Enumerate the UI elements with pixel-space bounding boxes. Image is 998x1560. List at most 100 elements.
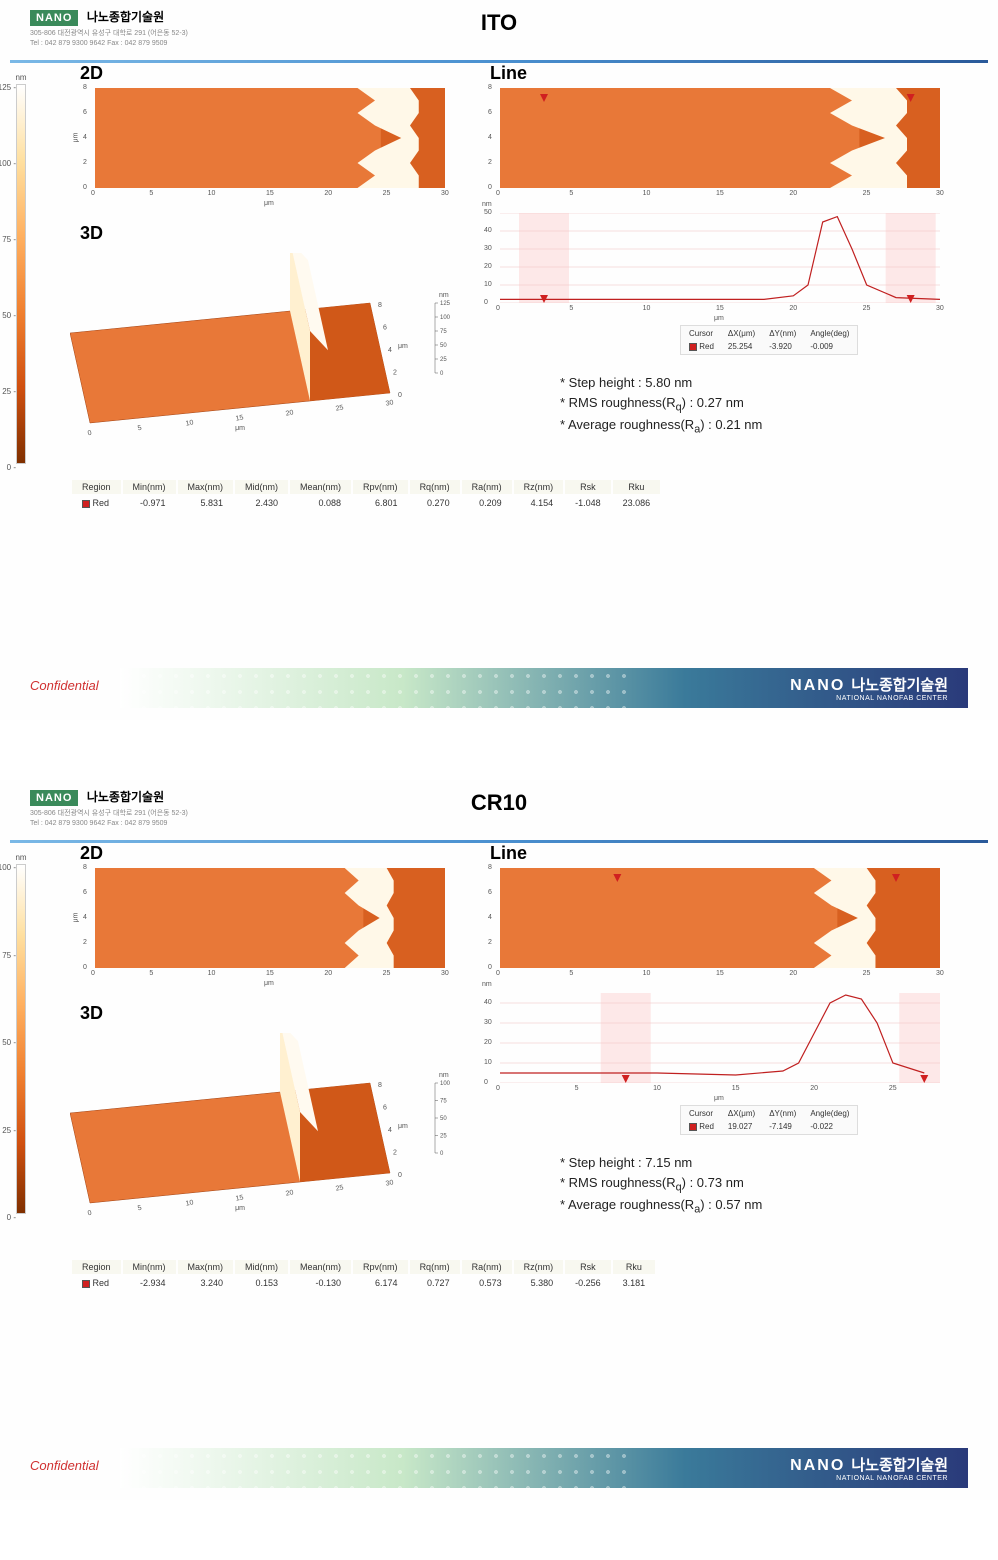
line-scan-container	[500, 88, 940, 193]
address-line-2: Tel : 042 879 9300 9642 Fax : 042 879 95…	[30, 820, 230, 827]
cursor-angle: -0.022	[804, 1121, 855, 1132]
x-tick: 20	[324, 970, 332, 977]
profile-x-tick: 5	[575, 1085, 579, 1092]
footer-logo-kr: 나노종합기술원	[851, 677, 948, 694]
stats-cell: 0.088	[290, 496, 351, 510]
stats-header: Ra(nm)	[462, 1260, 512, 1274]
afm-2d-scan	[500, 868, 940, 968]
cursor-header: Cursor	[683, 1108, 720, 1119]
profile-x-tick: 15	[716, 305, 724, 312]
profile-x-tick: 20	[810, 1085, 818, 1092]
stats-header: Mid(nm)	[235, 1260, 288, 1274]
stats-cell: 5.831	[178, 496, 234, 510]
y-tick: 6	[83, 109, 87, 116]
stats-header: Mean(nm)	[290, 1260, 351, 1274]
content: nm 0 -25 -50 -75 -100 -125 - 2DLine3D 05…	[0, 63, 998, 83]
x-tick: 5	[569, 970, 573, 977]
profile-x-tick: 10	[643, 305, 651, 312]
y-tick: 4	[83, 914, 87, 921]
cursor-header: Cursor	[683, 328, 720, 339]
line-profile-plot	[500, 213, 940, 303]
stats-header: Rku	[613, 1260, 656, 1274]
x-tick: 15	[266, 970, 274, 977]
svg-text:8: 8	[378, 1082, 382, 1089]
svg-text:75: 75	[440, 329, 447, 335]
label-2d: 2D	[80, 63, 103, 84]
svg-text:0: 0	[87, 1210, 92, 1218]
profile-x-tick: 5	[569, 305, 573, 312]
profile-container	[500, 213, 940, 308]
profile-x-tick: 20	[789, 305, 797, 312]
x-tick: 30	[936, 970, 944, 977]
stats-row-label: Red	[72, 1276, 121, 1290]
y-tick: 2	[83, 159, 87, 166]
stats-header: Min(nm)	[123, 1260, 176, 1274]
stats-cell: 3.240	[178, 1276, 234, 1290]
x-tick: 20	[789, 190, 797, 197]
x-tick: 20	[324, 190, 332, 197]
confidential-label: Confidential	[30, 1458, 99, 1473]
x-tick: 25	[383, 190, 391, 197]
summary-line-2: * Average roughness(Ra) : 0.57 nm	[560, 1195, 762, 1218]
x-tick: 5	[149, 190, 153, 197]
stats-header: Max(nm)	[178, 1260, 234, 1274]
footer: Confidential NANO 나노종합기술원 NATIONAL NANOF…	[30, 668, 968, 708]
stats-header: Rz(nm)	[514, 1260, 564, 1274]
x-tick: 0	[91, 190, 95, 197]
cursor-header: ΔX(μm)	[722, 328, 761, 339]
x-tick: 5	[569, 190, 573, 197]
profile-y-tick: 10	[484, 281, 492, 288]
svg-text:50: 50	[440, 343, 447, 349]
svg-text:30: 30	[385, 1179, 394, 1187]
profile-x-tick: 30	[936, 305, 944, 312]
profile-container	[500, 993, 940, 1088]
summary-block: * Step height : 5.80 nm* RMS roughness(R…	[560, 373, 762, 438]
panel-title: ITO	[481, 10, 517, 36]
footer-dots	[120, 1448, 629, 1488]
profile-y-tick: 20	[484, 263, 492, 270]
y-tick: 8	[488, 864, 492, 871]
panel-cr10: NANO 나노종합기술원 305-806 대전광역시 유성구 대학로 291 (…	[0, 780, 998, 1500]
profile-y-unit: nm	[482, 981, 492, 988]
x-tick: 15	[716, 190, 724, 197]
label-line: Line	[490, 843, 527, 864]
svg-text:μm: μm	[235, 425, 245, 432]
stats-cell: -0.971	[123, 496, 176, 510]
profile-y-tick: 50	[484, 209, 492, 216]
x-tick: 15	[266, 190, 274, 197]
stats-header: Ra(nm)	[462, 480, 512, 494]
afm-2d-scan	[500, 88, 940, 188]
svg-text:20: 20	[285, 409, 294, 417]
svg-text:5: 5	[137, 425, 142, 433]
footer-gradient: NANO 나노종합기술원 NATIONAL NANOFAB CENTER	[120, 668, 968, 708]
profile-x-tick: 0	[496, 1085, 500, 1092]
stats-header: Rq(nm)	[410, 1260, 460, 1274]
x-tick: 30	[441, 970, 449, 977]
svg-text:25: 25	[440, 357, 447, 363]
profile-y-tick: 40	[484, 999, 492, 1006]
colorbar-gradient	[16, 864, 26, 1214]
y-tick: 8	[83, 864, 87, 871]
stats-header: Region	[72, 1260, 121, 1274]
logo-badge: NANO	[30, 790, 78, 806]
confidential-label: Confidential	[30, 678, 99, 693]
y-tick: 0	[488, 964, 492, 971]
y-unit: μm	[72, 913, 79, 923]
summary-line-0: * Step height : 5.80 nm	[560, 373, 762, 393]
address-line-2: Tel : 042 879 9300 9642 Fax : 042 879 95…	[30, 40, 230, 47]
footer-logo-kr: 나노종합기술원	[851, 1457, 948, 1474]
y-tick: 6	[488, 889, 492, 896]
y-tick: 0	[488, 184, 492, 191]
profile-y-tick: 30	[484, 245, 492, 252]
afm-2d-scan	[95, 868, 445, 968]
afm-3d-plot: 051015202530μm02468μmnm0255075100	[70, 1033, 470, 1233]
svg-text:0: 0	[398, 1172, 402, 1179]
svg-text:μm: μm	[235, 1205, 245, 1212]
svg-text:10: 10	[185, 419, 194, 427]
stats-cell: 6.801	[353, 496, 408, 510]
stats-header: Rsk	[565, 480, 611, 494]
stats-header: Max(nm)	[178, 480, 234, 494]
footer-logo: NANO 나노종합기술원 NATIONAL NANOFAB CENTER	[790, 1454, 948, 1482]
header: NANO 나노종합기술원 305-806 대전광역시 유성구 대학로 291 (…	[0, 0, 998, 60]
x-unit: μm	[264, 200, 274, 207]
